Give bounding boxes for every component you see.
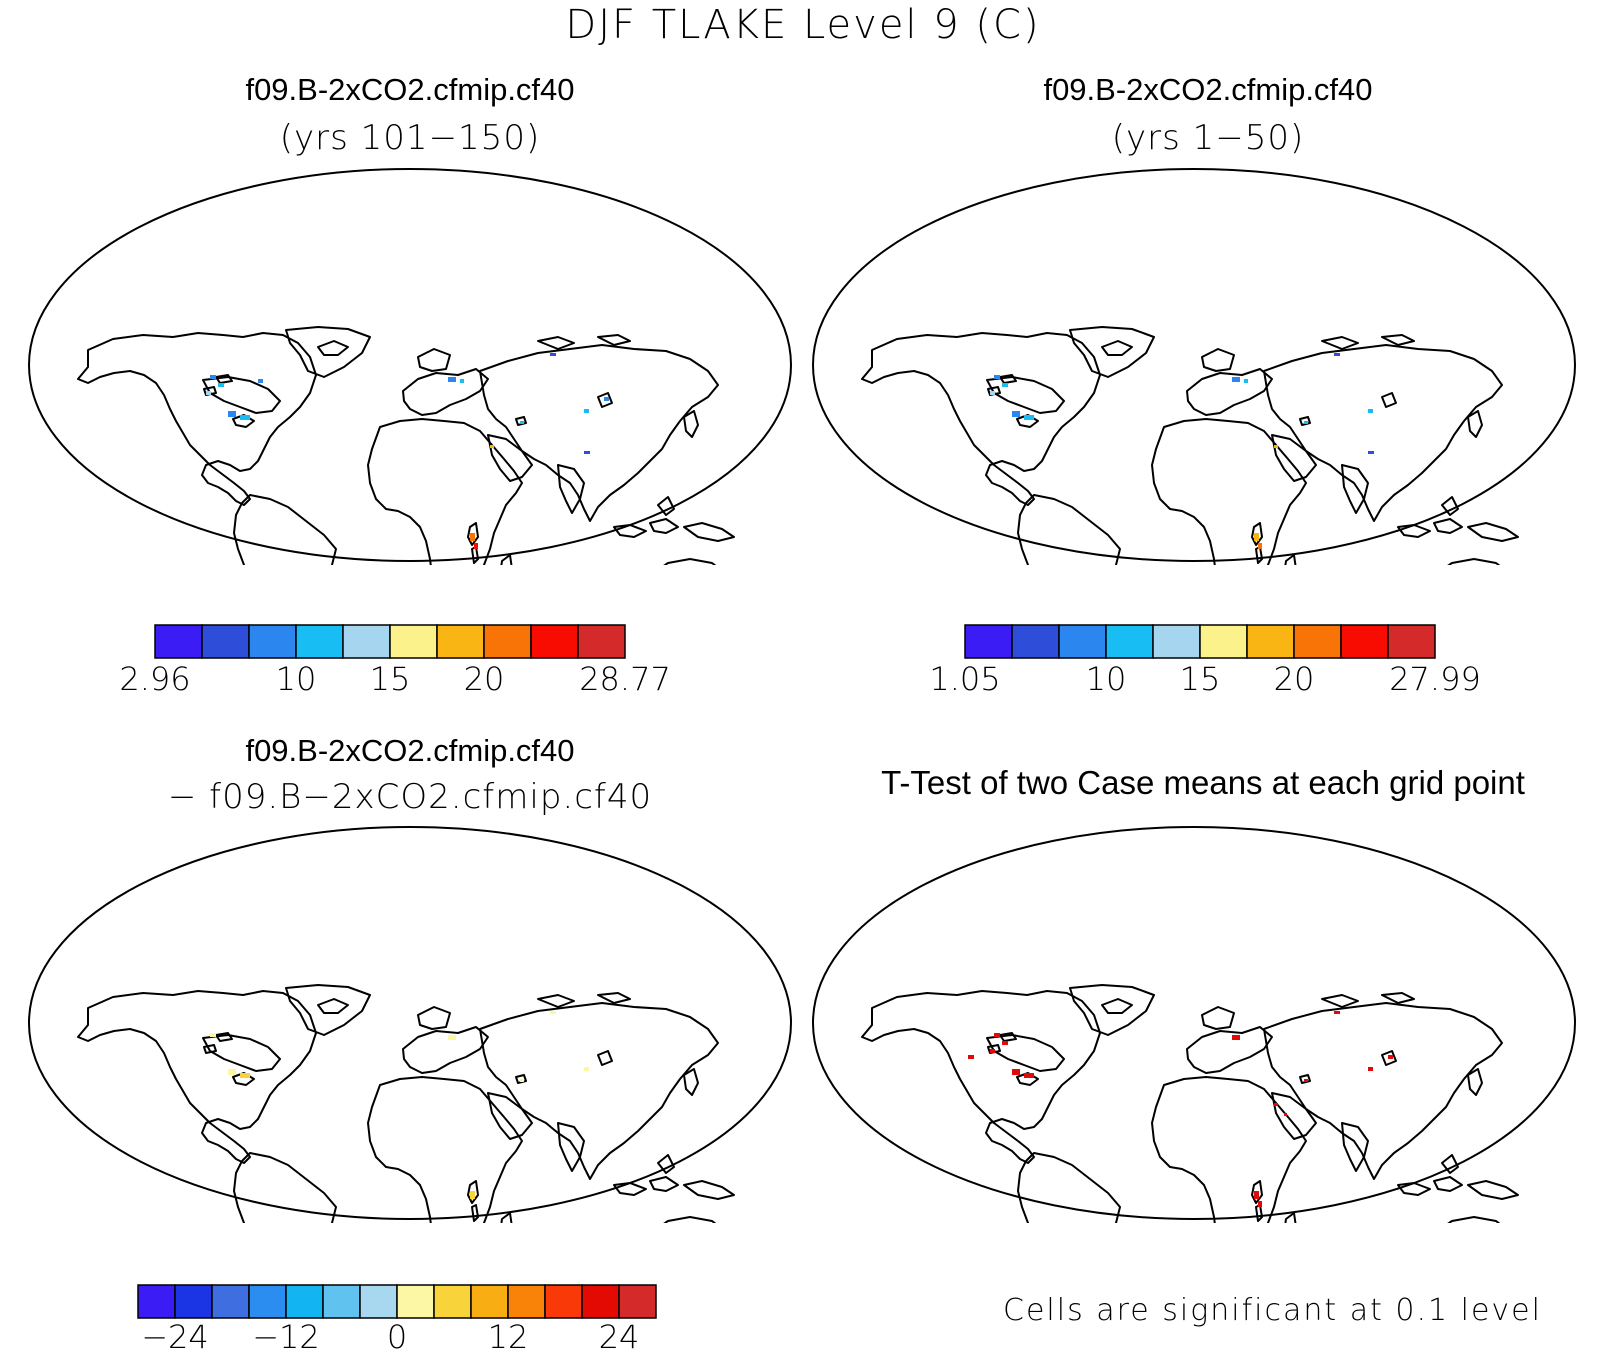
colorbar-1-label-2: 10 xyxy=(276,660,317,698)
panel-2-subtitle: (yrs 1−50) xyxy=(1111,118,1305,158)
map-panel-2 xyxy=(812,168,1576,565)
main-title: DJF TLAKE Level 9 (C) xyxy=(565,2,1041,48)
colorbar-swatch xyxy=(1387,624,1436,659)
map-boundary xyxy=(812,826,1576,1220)
colorbar-swatch xyxy=(436,624,485,659)
colorbar-swatch xyxy=(1105,624,1154,659)
colorbar-3-label-2: −12 xyxy=(252,1318,320,1354)
colorbar-2-label-3: 15 xyxy=(1180,660,1221,698)
colorbar-swatch xyxy=(581,1284,620,1319)
colorbar-swatch xyxy=(1199,624,1248,659)
panel-3-subtitle: − f09.B−2xCO2.cfmip.cf40 xyxy=(167,777,653,817)
lake-cells xyxy=(990,353,1374,549)
colorbar-swatch xyxy=(285,1284,324,1319)
colorbar-3: −24 −12 0 12 24 xyxy=(137,1284,657,1354)
colorbar-swatch xyxy=(248,1284,287,1319)
map-panel-3 xyxy=(28,826,792,1223)
colorbar-swatch xyxy=(342,624,391,659)
map-panel-4 xyxy=(812,826,1576,1223)
map-boundary xyxy=(28,168,792,562)
colorbar-swatch xyxy=(483,624,532,659)
lake-cells xyxy=(210,1011,589,1199)
colorbar-swatch xyxy=(530,624,579,659)
panel-4-title: T-Test of two Case means at each grid po… xyxy=(881,764,1525,801)
colorbar-swatch xyxy=(1293,624,1342,659)
significance-note: Cells are significant at 0.1 level xyxy=(1003,1293,1542,1328)
colorbar-swatch xyxy=(359,1284,398,1319)
colorbar-swatch xyxy=(1058,624,1107,659)
colorbar-1-label-4: 20 xyxy=(464,660,505,698)
significant-cells xyxy=(968,1011,1393,1207)
colorbar-swatch xyxy=(137,1284,176,1319)
colorbar-swatch xyxy=(507,1284,546,1319)
colorbar-swatch xyxy=(154,624,203,659)
colorbar-swatch xyxy=(1011,624,1060,659)
colorbar-swatch xyxy=(211,1284,250,1319)
colorbar-swatch xyxy=(544,1284,583,1319)
colorbar-swatch xyxy=(295,624,344,659)
colorbar-swatch xyxy=(1340,624,1389,659)
colorbar-swatch xyxy=(1152,624,1201,659)
colorbar-swatch xyxy=(470,1284,509,1319)
colorbar-swatch xyxy=(248,624,297,659)
map-panel-1 xyxy=(28,168,792,565)
map-boundary xyxy=(28,826,792,1220)
panel-1-title: f09.B-2xCO2.cfmip.cf40 xyxy=(245,72,575,107)
colorbar-swatch xyxy=(322,1284,361,1319)
colorbar-3-label-5: 24 xyxy=(599,1318,640,1354)
colorbar-3-label-4: 12 xyxy=(488,1318,529,1354)
colorbar-2-label-4: 20 xyxy=(1274,660,1315,698)
colorbar-swatch xyxy=(396,1284,435,1319)
colorbar-2: 1.05 10 15 20 27.99 xyxy=(929,624,1481,698)
colorbar-1-label-1: 2.96 xyxy=(119,660,190,698)
panel-1-subtitle: (yrs 101−150) xyxy=(279,118,541,158)
colorbar-swatch xyxy=(577,624,626,659)
panel-3-title: f09.B-2xCO2.cfmip.cf40 xyxy=(245,733,575,768)
colorbar-1-label-5: 28.77 xyxy=(579,660,671,698)
colorbar-swatch xyxy=(964,624,1013,659)
colorbar-swatch xyxy=(174,1284,213,1319)
panel-2-title: f09.B-2xCO2.cfmip.cf40 xyxy=(1043,72,1373,107)
colorbar-2-label-1: 1.05 xyxy=(929,660,1000,698)
colorbar-swatch xyxy=(618,1284,657,1319)
colorbar-1-label-3: 15 xyxy=(370,660,411,698)
colorbar-3-label-3: 0 xyxy=(387,1318,407,1354)
colorbar-swatch xyxy=(433,1284,472,1319)
colorbar-3-label-1: −24 xyxy=(141,1318,209,1354)
colorbar-1: 2.96 10 15 20 28.77 xyxy=(119,624,671,698)
colorbar-swatch xyxy=(389,624,438,659)
map-boundary xyxy=(812,168,1576,562)
lake-cells xyxy=(206,353,609,549)
colorbar-2-label-5: 27.99 xyxy=(1389,660,1481,698)
colorbar-swatch xyxy=(1246,624,1295,659)
colorbar-swatch xyxy=(201,624,250,659)
colorbar-2-label-2: 10 xyxy=(1086,660,1127,698)
